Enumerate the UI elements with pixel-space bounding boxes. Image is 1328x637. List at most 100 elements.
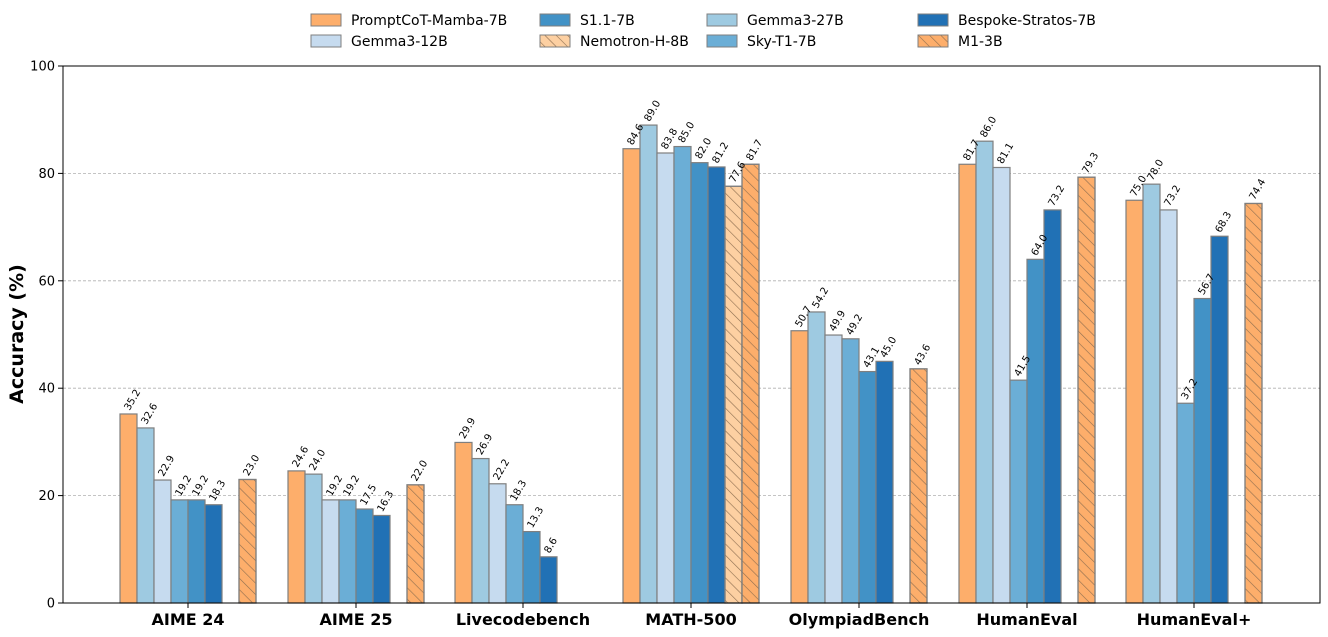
data-label: 81.7 xyxy=(745,138,766,163)
legend-label: Nemotron-H-8B xyxy=(580,34,689,50)
bar xyxy=(1142,183,1161,604)
x-tick-label: Livecodebench xyxy=(456,610,590,629)
bar xyxy=(673,145,692,604)
y-axis-label: Accuracy (%) xyxy=(6,264,28,404)
y-tick-label: 100 xyxy=(30,60,55,75)
legend-item: Nemotron-H-8B xyxy=(539,34,689,50)
bar xyxy=(1159,209,1178,604)
data-label: 86.0 xyxy=(979,115,1000,140)
bar xyxy=(1176,402,1195,604)
bar xyxy=(1043,209,1062,604)
data-label: 54.2 xyxy=(811,286,832,311)
bar xyxy=(454,441,473,604)
data-label: 19.2 xyxy=(191,474,212,499)
bar xyxy=(204,504,223,604)
bar xyxy=(355,508,374,604)
legend-swatch xyxy=(310,34,342,48)
bar xyxy=(841,338,860,604)
data-label: 19.2 xyxy=(174,474,195,499)
x-tick-label: MATH-500 xyxy=(645,610,736,629)
legend-item: S1.1-7B xyxy=(539,13,635,29)
bar xyxy=(153,479,172,604)
bar xyxy=(622,148,641,604)
bars xyxy=(119,124,1263,604)
x-tick-label: AIME 25 xyxy=(319,610,392,629)
legend-item: Bespoke-Stratos-7B xyxy=(917,13,1096,29)
y-tick-label: 40 xyxy=(38,382,55,397)
data-label: 29.9 xyxy=(458,416,479,441)
bar xyxy=(287,470,306,604)
data-label: 81.1 xyxy=(996,141,1017,166)
y-tick-label: 60 xyxy=(38,274,55,289)
bar-hatch xyxy=(1244,202,1263,604)
bar-hatch xyxy=(909,368,928,604)
legend-swatch-hatch xyxy=(539,34,571,48)
data-label: 17.5 xyxy=(359,483,380,508)
legend: PromptCoT-Mamba-7B Gemma3-12B S1.1-7B Nemot… xyxy=(310,13,1096,50)
legend-label: Gemma3-27B xyxy=(747,13,844,29)
bar xyxy=(505,504,524,604)
legend-label: Sky-T1-7B xyxy=(747,34,816,50)
bar xyxy=(119,413,138,604)
bar xyxy=(187,499,206,604)
data-label: 43.6 xyxy=(913,343,934,368)
bar xyxy=(656,152,675,604)
bar xyxy=(338,499,357,604)
legend-swatch xyxy=(539,13,571,27)
x-tick-label: AIME 24 xyxy=(151,610,224,629)
bar xyxy=(858,370,877,604)
data-label: 73.2 xyxy=(1047,184,1068,209)
bar xyxy=(875,360,894,604)
bar xyxy=(1125,199,1144,604)
bar-hatch xyxy=(238,478,257,604)
data-label: 81.2 xyxy=(711,141,732,166)
data-label: 78.0 xyxy=(1146,158,1167,183)
bar-hatch xyxy=(406,484,425,604)
data-label: 13.3 xyxy=(526,505,547,530)
legend-label: M1-3B xyxy=(958,34,1003,50)
bar xyxy=(824,334,843,604)
plot-frame xyxy=(62,65,1321,604)
data-label: 73.2 xyxy=(1163,184,1184,209)
data-label: 68.3 xyxy=(1214,210,1235,235)
axes: 0 20 40 60 80 100 AIME 24 AIME 25 Livecodebench M… xyxy=(30,60,1321,629)
bar xyxy=(975,140,994,604)
data-label: 19.2 xyxy=(325,474,346,499)
bar xyxy=(304,473,323,604)
bar xyxy=(992,166,1011,604)
bar xyxy=(690,162,709,604)
x-tick-label: HumanEval xyxy=(976,610,1077,629)
legend-label: S1.1-7B xyxy=(580,13,635,29)
bar xyxy=(539,556,558,604)
bar xyxy=(1026,258,1045,604)
data-label: 24.0 xyxy=(308,448,329,473)
legend-item: Gemma3-27B xyxy=(706,13,844,29)
data-label: 45.0 xyxy=(879,335,900,360)
data-label: 23.0 xyxy=(242,453,263,478)
y-tick-label: 80 xyxy=(38,167,55,182)
bar-hatch xyxy=(1077,176,1096,604)
bar xyxy=(639,124,658,604)
bar xyxy=(471,457,490,604)
legend-swatch xyxy=(706,13,738,27)
legend-swatch xyxy=(917,13,949,27)
y-tick-label: 20 xyxy=(38,489,55,504)
legend-item: PromptCoT-Mamba-7B xyxy=(310,13,507,29)
legend-swatch-hatch xyxy=(917,34,949,48)
legend-item: M1-3B xyxy=(917,34,1003,50)
legend-swatch xyxy=(310,13,342,27)
y-tick-label: 0 xyxy=(47,597,55,612)
data-label: 89.0 xyxy=(643,99,664,124)
bar-hatch xyxy=(724,185,743,604)
bar xyxy=(958,163,977,604)
bar xyxy=(1210,235,1229,604)
bar xyxy=(1009,379,1028,604)
bar xyxy=(321,499,340,604)
data-label: 22.9 xyxy=(157,454,178,479)
data-label: 18.3 xyxy=(509,478,530,503)
x-tick-label: HumanEval+ xyxy=(1137,610,1252,629)
bar xyxy=(790,330,809,604)
data-label: 22.0 xyxy=(410,459,431,484)
data-label: 18.3 xyxy=(208,478,229,503)
legend-label: Gemma3-12B xyxy=(351,34,448,50)
